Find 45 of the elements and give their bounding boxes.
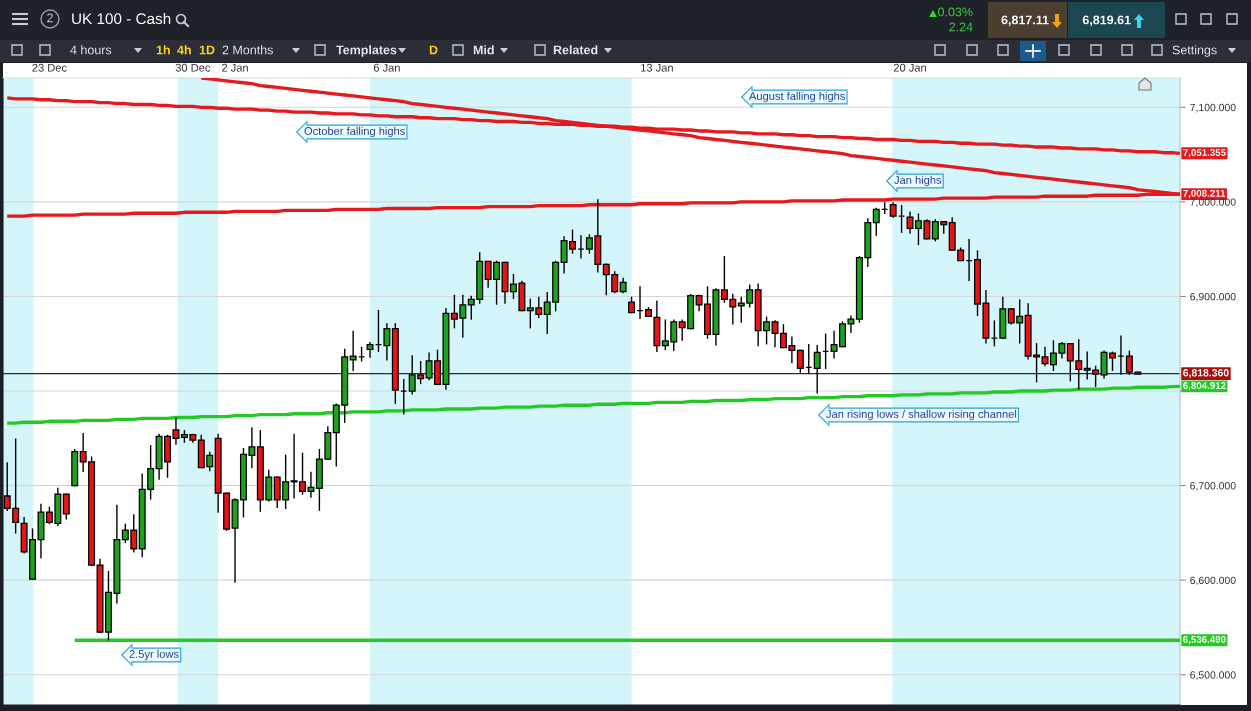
text: 1D [199, 45, 215, 55]
y-tick-label: 7,000.000 [1190, 198, 1236, 207]
candlestick [62, 493, 70, 520]
annotation: 2.5yr lows [129, 649, 179, 661]
candlestick [366, 342, 374, 358]
annotation: October falling highs [304, 126, 405, 138]
text: 6,819.61 [1082, 15, 1131, 27]
text: Templates [336, 45, 397, 57]
y-tick-label: 6,900.000 [1190, 292, 1236, 302]
text: 4h [177, 45, 191, 55]
chart-title: UK 100 - Cash [72, 12, 171, 25]
text: 2 Months [222, 45, 273, 55]
annotation: Jan rising lows / shallow rising channel [826, 409, 1017, 421]
x-tick-label: 30 Dec [175, 63, 211, 72]
candlestick [349, 330, 357, 371]
x-tick-label: 6 Jan [373, 63, 400, 72]
x-tick-label: 23 Dec [32, 63, 67, 72]
x-tick-label: 20 Jan [893, 63, 926, 72]
text: 6,817.11 [1001, 15, 1049, 27]
text: 4 hours [70, 45, 112, 55]
y-tick-label: 6,500.000 [1190, 671, 1236, 680]
text: Mid [473, 45, 494, 55]
text: 1h [156, 45, 170, 55]
text: Settings [1172, 45, 1217, 57]
data-label: 7,051.355 [1183, 149, 1226, 158]
data-label: 6,536.490 [1183, 635, 1226, 645]
x-tick-label: 2 Jan [221, 63, 248, 72]
x-tick-label: 13 Jan [641, 63, 673, 72]
y-tick-label: 7,100.000 [1190, 103, 1236, 113]
text: 2.24 [949, 22, 973, 32]
text: Related [553, 45, 598, 55]
candlestick [383, 323, 391, 361]
ref-line-label: 6,818.360 [1183, 369, 1229, 378]
text: 2 [47, 13, 53, 23]
annotation: August falling highs [749, 91, 845, 103]
annotation: Jan highs [894, 175, 942, 187]
candlestick [813, 344, 821, 394]
text: 0.03% [938, 7, 973, 17]
candlestick [796, 349, 804, 373]
candlestick [872, 207, 880, 236]
data-label: 6,804.912 [1183, 382, 1226, 391]
y-tick-label: 6,600.000 [1190, 576, 1236, 586]
y-tick-label: 6,700.000 [1190, 482, 1236, 491]
text: D [429, 45, 438, 55]
data-label: 7,008.211 [1183, 189, 1226, 199]
